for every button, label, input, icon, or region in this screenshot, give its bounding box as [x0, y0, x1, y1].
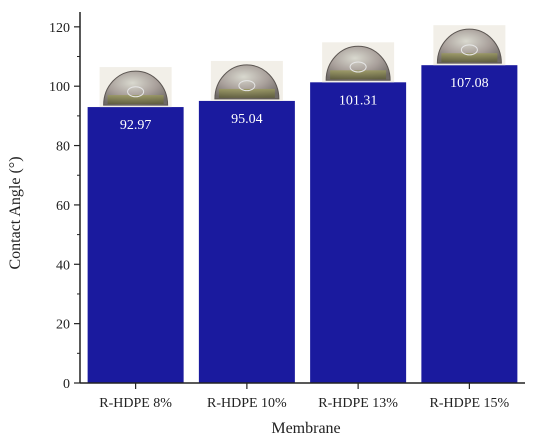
bar [310, 82, 407, 383]
x-tick-label: R-HDPE 13% [318, 396, 398, 411]
y-tick-label: 120 [49, 21, 70, 36]
y-tick-label: 20 [56, 318, 70, 333]
bar-value-label: 92.97 [120, 118, 152, 133]
droplet-photo [322, 42, 395, 83]
x-tick-label: R-HDPE 8% [99, 396, 172, 411]
y-tick-label: 100 [49, 80, 70, 95]
axes: R-HDPE 8% R-HDPE 10% R-HDPE 13% R-HDPE 15% 0… [49, 12, 525, 411]
bar [87, 107, 184, 384]
y-tick-label: 80 [56, 140, 70, 155]
droplet-photo [210, 60, 283, 101]
droplet-reflection [330, 70, 387, 80]
droplet-reflection [441, 53, 498, 63]
droplet-highlight [460, 44, 478, 56]
droplet-reflection [107, 95, 164, 105]
bar-value-label: 107.08 [450, 76, 489, 91]
y-tick-label: 60 [56, 199, 70, 214]
droplet-highlight [127, 86, 145, 98]
droplet-photo [433, 25, 506, 66]
bar-value-label: 95.04 [231, 112, 263, 127]
plot-area: 92.97 95.04 101.31 107.08 [87, 25, 518, 384]
bar-value-label: 101.31 [339, 93, 378, 108]
x-tick-label: R-HDPE 15% [430, 396, 510, 411]
x-tick-label: R-HDPE 10% [207, 396, 287, 411]
y-tick-label: 40 [56, 258, 70, 273]
droplet-highlight [349, 61, 367, 73]
droplet-reflection [218, 88, 275, 98]
y-axis-title: Contact Angle (°) [7, 156, 24, 269]
x-axis-title: Membrane [271, 420, 340, 437]
y-tick-label: 0 [63, 377, 70, 392]
bar [198, 100, 295, 384]
droplet-highlight [238, 80, 256, 92]
droplet-photo [99, 67, 172, 108]
bar [421, 65, 518, 384]
